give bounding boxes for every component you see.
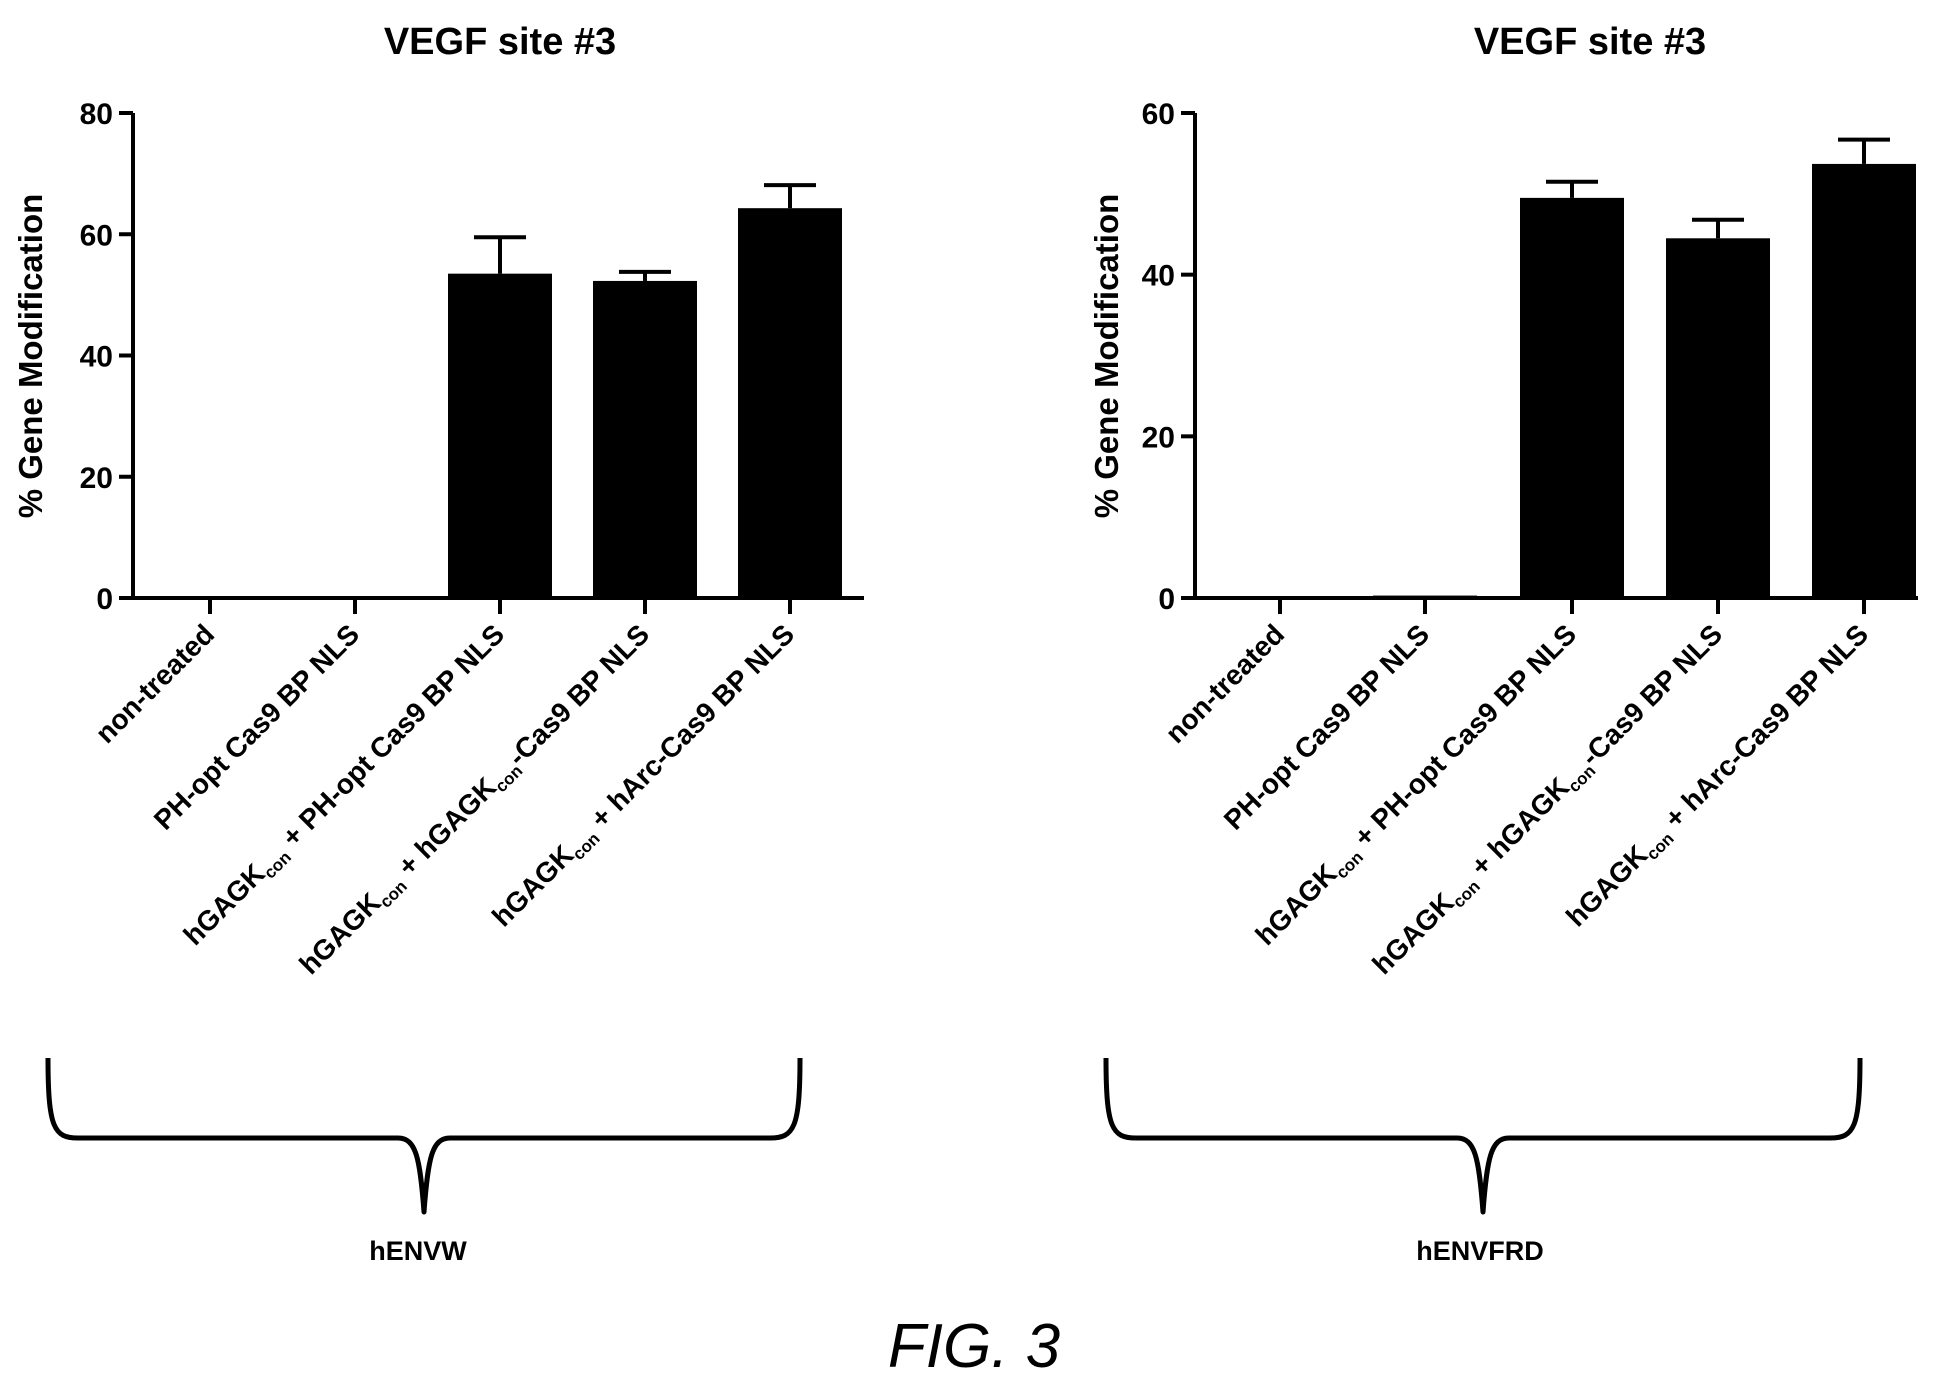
y-axis-label: % Gene Modification bbox=[1088, 194, 1125, 519]
y-tick-label: 0 bbox=[96, 583, 113, 616]
bar bbox=[738, 208, 842, 598]
category-label: hGAGKcon + hArc-Cas9 BP NLS bbox=[1560, 618, 1877, 935]
category-label: non-treated bbox=[89, 618, 220, 749]
category-label: hGAGKcon + PH-opt Cas9 BP NLS bbox=[177, 618, 513, 954]
y-axis-label: % Gene Modification bbox=[12, 194, 49, 519]
chart-title: VEGF site #3 bbox=[384, 21, 616, 63]
chart-title: VEGF site #3 bbox=[1474, 21, 1706, 63]
group-label: hENVFRD bbox=[1416, 1236, 1544, 1266]
bar bbox=[448, 273, 552, 598]
category-label: hGAGKcon + PH-opt Cas9 BP NLS bbox=[1249, 618, 1585, 954]
y-tick-label: 80 bbox=[80, 98, 113, 131]
bar bbox=[593, 280, 697, 598]
bar bbox=[1666, 238, 1770, 598]
y-tick-label: 60 bbox=[80, 219, 113, 252]
bar bbox=[1520, 197, 1624, 598]
y-tick-label: 20 bbox=[80, 462, 113, 495]
y-tick-label: 40 bbox=[80, 341, 113, 374]
y-tick-label: 40 bbox=[1142, 260, 1175, 293]
group-brace bbox=[45, 1057, 803, 1215]
y-tick-label: 0 bbox=[1158, 583, 1175, 616]
chart-right: VEGF site #3 % Gene Modification 0 20 40 60 no… bbox=[1088, 21, 1918, 1266]
chart-left: VEGF site #3 % Gene Modification 0 20 40 60 80… bbox=[12, 21, 864, 1266]
group-label: hENVW bbox=[369, 1236, 467, 1266]
category-label: non-treated bbox=[1159, 618, 1290, 749]
group-brace bbox=[1103, 1057, 1863, 1215]
figure-label: FIG. 3 bbox=[888, 1312, 1060, 1381]
y-tick-label: 20 bbox=[1142, 421, 1175, 454]
category-label: hGAGKcon + hArc-Cas9 BP NLS bbox=[486, 618, 803, 935]
y-tick-label: 60 bbox=[1142, 98, 1175, 131]
bar bbox=[1812, 163, 1916, 599]
